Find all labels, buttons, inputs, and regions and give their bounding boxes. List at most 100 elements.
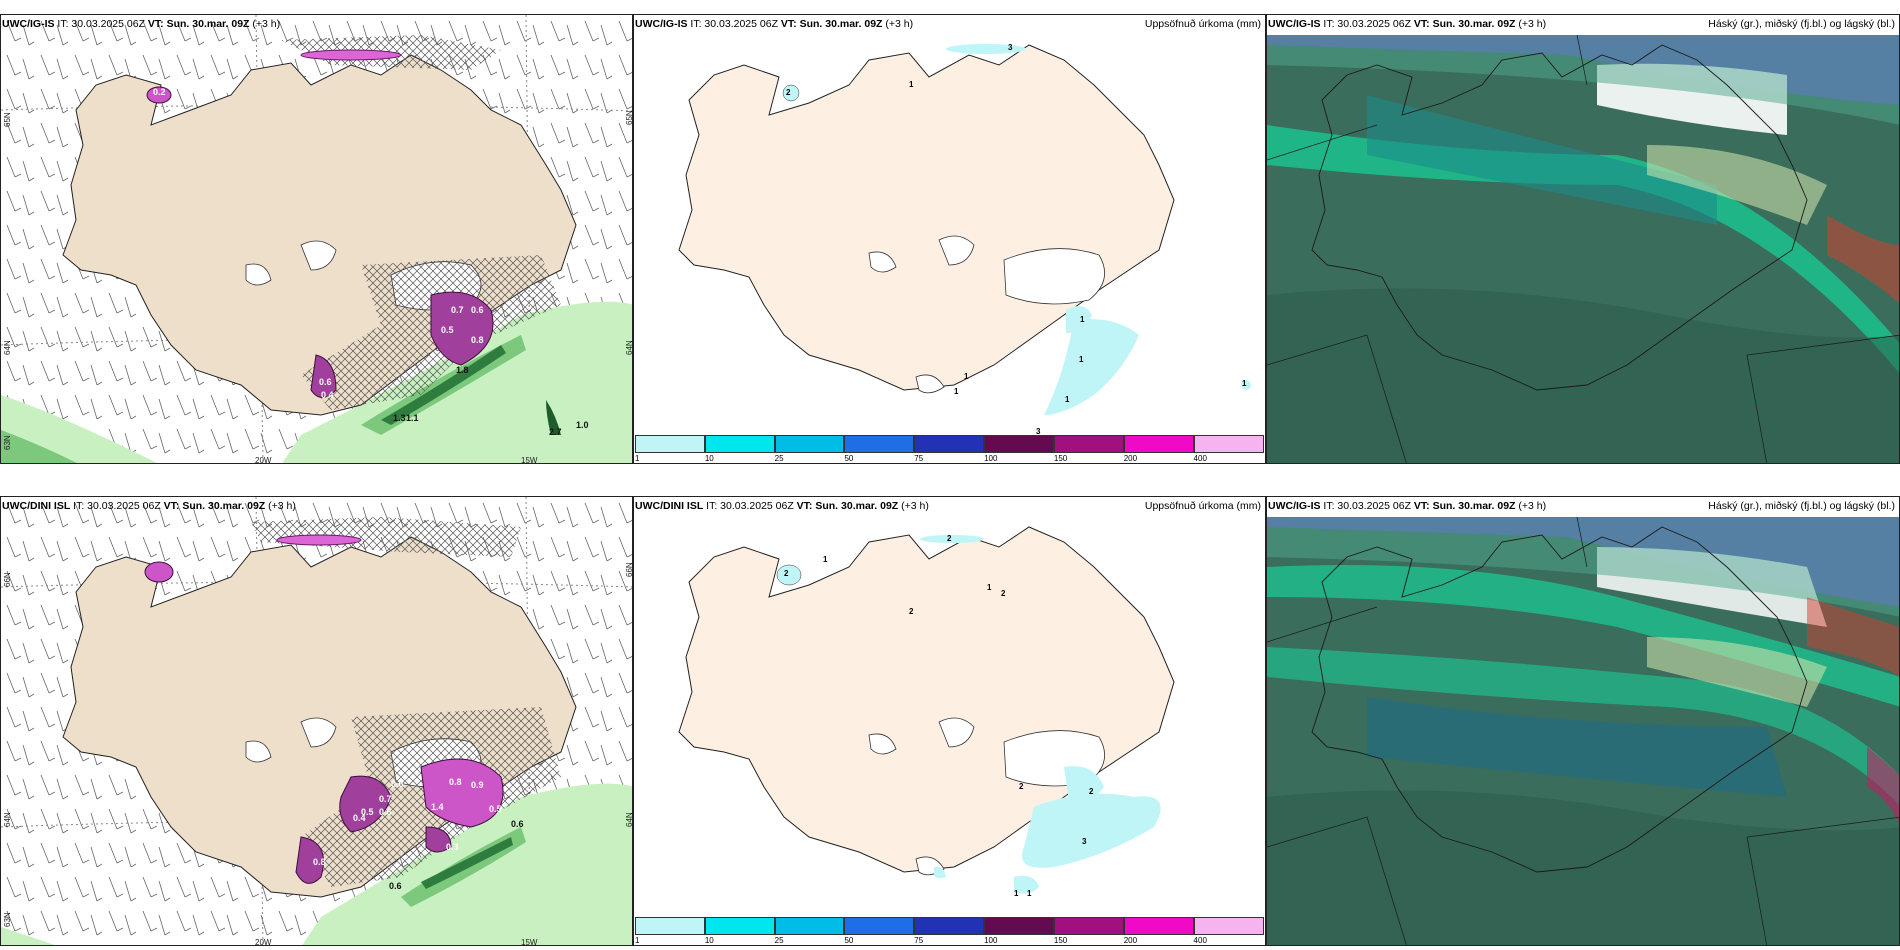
lat-label: 63N — [3, 435, 12, 450]
wind-value: 0.6 — [471, 305, 484, 315]
precip-value: 1 — [1242, 379, 1247, 388]
lon-label: 20W — [255, 938, 272, 946]
precip-colorbar: 1 10 25 50 75 100 150 200 400 — [635, 435, 1264, 463]
precip-title: Uppsöfnuð úrkoma (mm) — [1144, 18, 1261, 30]
lat-label: 64N — [625, 340, 633, 355]
precip-value: 2 — [1089, 787, 1094, 796]
lat-label: 65N — [3, 112, 12, 127]
model-name: UWC/IG-IS — [1268, 500, 1321, 512]
wind-value: 1.3 — [393, 413, 406, 423]
wind-value: 0.5 — [361, 807, 374, 817]
valid-time: Sun. 30.mar. 09Z — [1432, 500, 1516, 512]
valid-time: Sun. 30.mar. 09Z — [815, 500, 899, 512]
init-time: IT: 30.03.2025 06Z — [57, 18, 145, 30]
model-name: UWC/DINI ISL — [635, 500, 704, 512]
precip-value: 1 — [1065, 395, 1070, 404]
colorbar-tick: 400 — [1193, 454, 1207, 463]
wind-map — [1, 497, 632, 945]
colorbar-tick: 75 — [914, 936, 924, 945]
colorbar-swatch — [635, 917, 705, 935]
wind-value: 0.5 — [441, 325, 454, 335]
lead-time: (+3 h) — [252, 18, 281, 30]
cloud-title: Háský (gr.), miðský (fj.bl.) og lágský (… — [1708, 500, 1895, 512]
precip-value: 1 — [909, 80, 914, 89]
precip-value: 1 — [1080, 315, 1085, 324]
precip-value: 1 — [1014, 889, 1019, 898]
colorbar-swatch — [844, 917, 915, 935]
wind-value: 0.6 — [389, 881, 402, 891]
colorbar-tick: 1 — [635, 936, 640, 945]
lat-label: 66N — [3, 572, 12, 587]
wind-value: 0.7 — [379, 794, 392, 804]
wind-value: 0.6 — [379, 807, 392, 817]
cloud-panel-row1: UWC/IG-IS IT: 30.03.2025 06Z VT: Sun. 30… — [1266, 14, 1900, 464]
cloud-panel-row2: UWC/IG-IS IT: 30.03.2025 06Z VT: Sun. 30… — [1266, 496, 1900, 946]
valid-label: VT: — [1413, 500, 1430, 512]
precip-value: 2 — [909, 607, 914, 616]
colorbar-swatch — [1193, 435, 1264, 453]
wind-value: 2.7 — [549, 427, 562, 437]
valid-time: Sun. 30.mar. 09Z — [166, 18, 250, 30]
wind-value: 0.7 — [451, 305, 464, 315]
colorbar-tick: 150 — [1053, 454, 1068, 463]
colorbar-swatch — [1123, 917, 1194, 935]
colorbar-swatch — [1053, 435, 1124, 453]
valid-time: Sun. 30.mar. 09Z — [1432, 18, 1516, 30]
precip-map — [634, 497, 1265, 917]
colorbar-swatch — [774, 435, 845, 453]
wind-value: 0.6 — [511, 819, 524, 829]
colorbar-swatch — [704, 435, 775, 453]
colorbar-tick: 25 — [774, 936, 784, 945]
init-time: IT: 30.03.2025 06Z — [706, 500, 794, 512]
cloud-map — [1267, 34, 1899, 463]
colorbar-swatch — [914, 435, 985, 453]
colorbar-swatch — [984, 917, 1054, 935]
lon-label: 20W — [255, 456, 272, 464]
colorbar-tick: 25 — [774, 454, 784, 463]
colorbar-tick: 400 — [1193, 936, 1207, 945]
precip-value: 1 — [1079, 355, 1084, 364]
lead-time: (+3 h) — [268, 500, 296, 512]
wind-value: 1.4 — [431, 802, 444, 812]
cloud-map — [1267, 516, 1899, 945]
precip-value: 1 — [1027, 889, 1032, 898]
wind-value: 0.2 — [153, 87, 166, 97]
colorbar-swatch — [1193, 917, 1264, 935]
precip-value: 2 — [784, 569, 789, 578]
precip-colorbar: 1 10 25 50 75 100 150 200 400 — [635, 917, 1264, 945]
wind-value: 1.0 — [576, 420, 589, 430]
lat-label: 66N — [625, 562, 633, 577]
colorbar-tick: 200 — [1123, 454, 1138, 463]
model-name: UWC/IG-IS — [635, 18, 688, 30]
lon-label: 15W — [521, 456, 538, 464]
precip-value: 1 — [954, 387, 959, 396]
cloud-title: Háský (gr.), miðský (fj.bl.) og lágský (… — [1708, 18, 1895, 30]
wind-value: 0.4 — [353, 813, 366, 823]
lead-time: (+3 h) — [901, 500, 929, 512]
wind-value: 1.1 — [406, 413, 419, 423]
colorbar-tick: 10 — [704, 936, 714, 945]
precip-value: 1 — [987, 583, 992, 592]
colorbar-tick: 100 — [984, 454, 998, 463]
lat-label: 64N — [625, 812, 633, 827]
wind-value: 0.5 — [489, 804, 502, 814]
colorbar-tick: 100 — [984, 936, 998, 945]
colorbar-swatch — [1053, 917, 1124, 935]
colorbar-swatch — [1123, 435, 1194, 453]
lat-label: 63N — [3, 912, 12, 927]
precip-value: 1 — [964, 372, 969, 381]
precip-value: 3 — [1082, 837, 1087, 846]
precip-value: 3 — [1008, 43, 1013, 52]
init-time: IT: 30.03.2025 06Z — [690, 18, 778, 30]
precip-value: 2 — [786, 88, 791, 97]
precip-value: 2 — [1001, 589, 1006, 598]
model-name: UWC/IG-IS — [2, 18, 55, 30]
wind-value: 1.8 — [456, 365, 469, 375]
colorbar-swatch — [704, 917, 775, 935]
init-time: IT: 30.03.2025 06Z — [1323, 500, 1411, 512]
colorbar-swatch — [635, 435, 705, 453]
colorbar-tick: 150 — [1053, 936, 1068, 945]
precip-value: 1 — [823, 555, 828, 564]
valid-label: VT: — [796, 500, 813, 512]
precip-value: 2 — [1019, 782, 1024, 791]
